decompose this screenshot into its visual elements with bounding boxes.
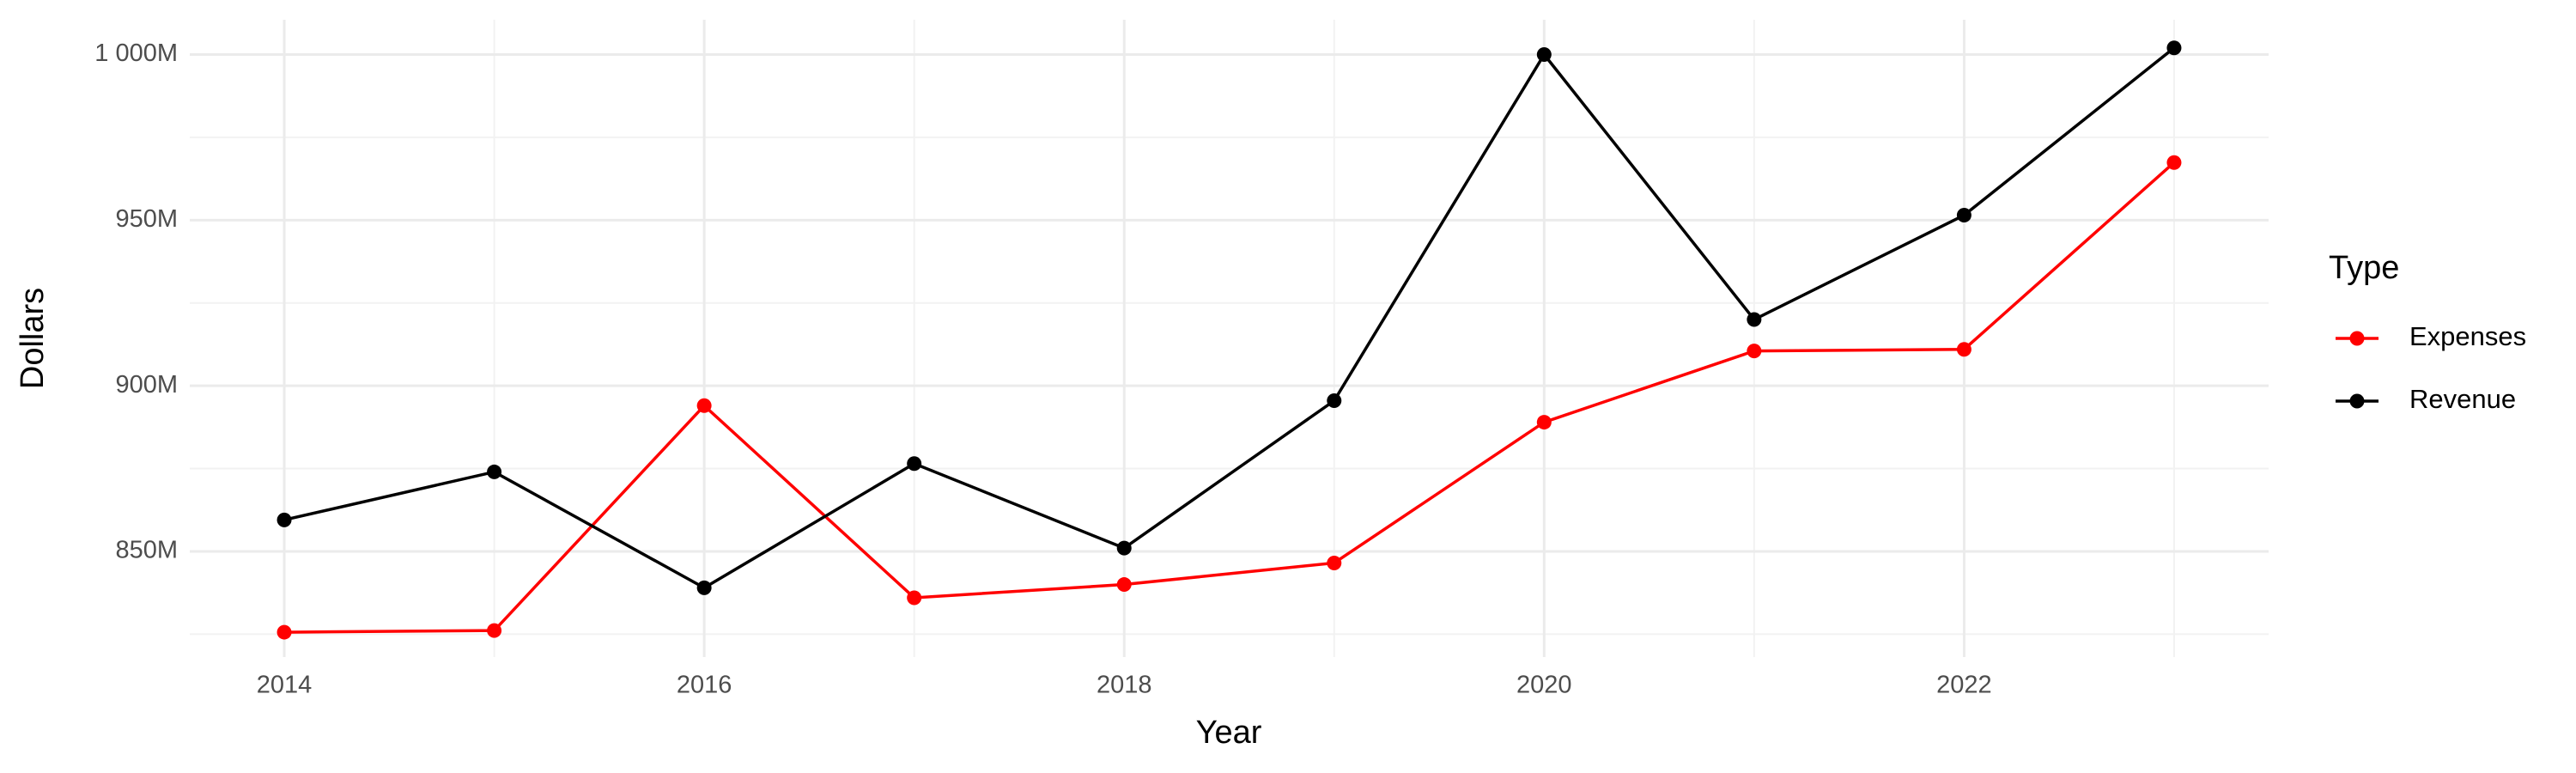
y-axis-title: Dollars	[15, 288, 51, 389]
data-point	[696, 398, 712, 413]
data-point	[487, 623, 502, 638]
legend-title: Type	[2329, 250, 2399, 286]
legend-key-point	[2349, 331, 2365, 346]
data-point	[1536, 46, 1552, 62]
data-point	[696, 580, 712, 595]
data-point	[1956, 208, 1971, 223]
y-tick-label: 950M	[115, 205, 178, 233]
x-tick-label: 2014	[257, 672, 313, 699]
data-point	[907, 456, 922, 472]
x-tick-label: 2016	[677, 672, 732, 699]
data-point	[276, 624, 292, 640]
data-point	[1747, 344, 1762, 359]
y-tick-label: 1 000M	[94, 40, 178, 67]
legend-key-point	[2349, 393, 2365, 409]
data-point	[1327, 555, 1342, 570]
data-point	[276, 512, 292, 527]
legend-label: Revenue	[2409, 384, 2516, 414]
y-tick-label: 900M	[115, 371, 178, 399]
x-tick-label: 2022	[1936, 672, 1992, 699]
data-point	[2166, 155, 2182, 170]
x-tick-label: 2018	[1097, 672, 1152, 699]
data-point	[2166, 40, 2182, 56]
series-line	[283, 46, 2176, 590]
data-point	[487, 464, 502, 479]
data-point	[1327, 393, 1342, 409]
y-tick-label: 850M	[115, 537, 178, 564]
x-axis-title: Year	[1196, 715, 1262, 751]
data-point	[1747, 312, 1762, 327]
legend-label: Expenses	[2409, 321, 2526, 351]
data-point	[907, 590, 922, 606]
series-line	[284, 161, 2176, 634]
data-point	[1956, 342, 1971, 357]
x-tick-label: 2020	[1516, 672, 1572, 699]
data-point	[1116, 577, 1132, 593]
data-point	[1116, 540, 1132, 556]
data-point	[1536, 415, 1552, 430]
